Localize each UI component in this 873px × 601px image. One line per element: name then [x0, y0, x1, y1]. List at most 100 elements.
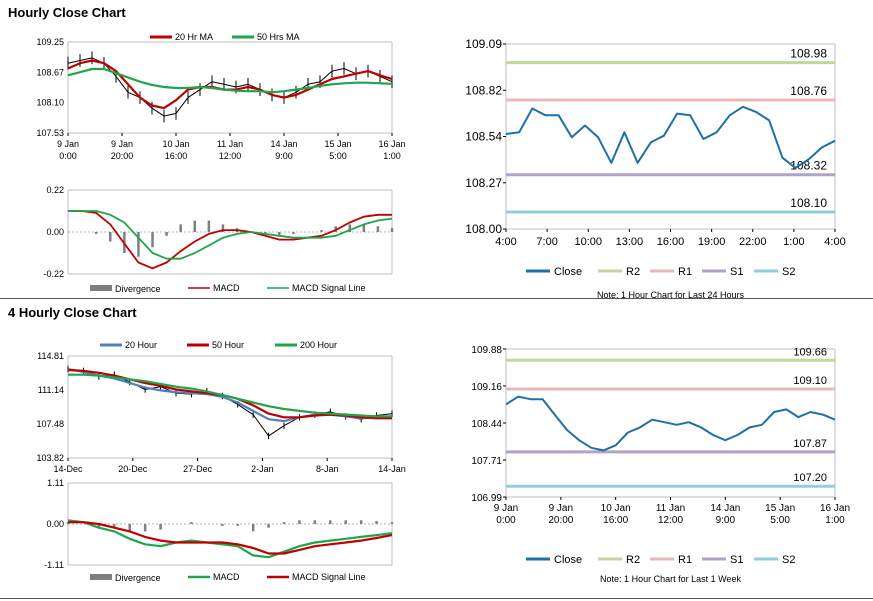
4h-price-xtick-label: 20-Dec	[118, 464, 148, 474]
week-close-xtick-label: 1:00	[825, 515, 845, 526]
hourly-macd-line	[68, 210, 392, 270]
hourly-close-ytick: 108.82	[465, 83, 502, 97]
week-close-level-s2-label: 107.20	[793, 472, 827, 484]
hourly-close-xtick-label: 10:00	[574, 236, 602, 248]
week-close-xtick-label: 16 Jan	[820, 503, 850, 514]
week-close-xtick-label: 12:00	[658, 515, 683, 526]
4h-price-xtick-label: 8-Jan	[316, 464, 339, 474]
hourly-close-ytick: 108.54	[465, 130, 502, 144]
4h-price-ytick: 111.14	[38, 385, 64, 395]
hourly-close-legend-s2-label: S2	[782, 266, 795, 278]
hourly-close-level-r2-label: 108.98	[790, 47, 827, 61]
hourly-close-xtick-label: 4:00	[495, 236, 516, 248]
hourly-macd-ytick: 0.00	[46, 227, 64, 237]
hourly-close-legend-close-label: Close	[554, 266, 582, 278]
hourly-price-xtick-label: 9:00	[275, 151, 293, 161]
4h-macd-ytick: 0.00	[46, 519, 64, 529]
4h-price-xtick-label: 2-Jan	[251, 464, 274, 474]
week-close-ytick: 109.16	[471, 382, 502, 393]
week-close-legend-s1-label: S1	[730, 554, 743, 566]
week-close-xtick-label: 16:00	[603, 515, 628, 526]
hourly-price-ytick: 108.67	[36, 67, 64, 77]
hourly-close-ytick: 108.27	[465, 176, 502, 190]
hourly-price-xtick-label: 14 Jan	[270, 139, 297, 149]
hourly-price-line	[67, 57, 393, 117]
hourly-close-ytick: 109.09	[465, 37, 502, 51]
hourly-price-xtick-label: 5:00	[329, 151, 347, 161]
week-close-xtick-label: 9:00	[716, 515, 736, 526]
hourly-price-xtick-label: 16 Jan	[378, 139, 405, 149]
hourly-price-xtick-label: 15 Jan	[324, 139, 351, 149]
week-close-ytick: 106.99	[471, 493, 502, 504]
hourly-close-close-line	[505, 105, 836, 169]
hourly-macd-ytick: -0.22	[43, 269, 64, 279]
hourly-20hr-ma-legend-label: 20 Hr MA	[175, 32, 213, 42]
hourly-macd-ytick: 0.22	[46, 185, 64, 195]
hourly-price-xtick-label: 1:00	[383, 151, 401, 161]
section-divider	[0, 298, 873, 299]
week-close-xtick-label: 9 Jan	[549, 503, 573, 514]
week-close-xtick-label: 15 Jan	[765, 503, 795, 514]
hourly-close-xtick-label: 13:00	[616, 236, 644, 248]
week-close-xtick-label: 11 Jan	[656, 503, 685, 514]
hourly-price-xtick-label: 11 Jan	[217, 139, 243, 149]
hourly-price-xtick-label: 12:00	[219, 151, 242, 161]
4h-macd-legend-label: MACD	[213, 572, 240, 582]
week-close-ytick: 109.88	[471, 345, 502, 356]
4h-divergence-legend-swatch	[90, 574, 112, 580]
week-close-ytick: 108.44	[471, 419, 502, 430]
hourly-price-ytick: 108.10	[36, 98, 64, 108]
hourly-price-xtick-label: 16:00	[165, 151, 188, 161]
hourly-price-ytick: 109.25	[36, 37, 64, 47]
hourly-close-legend-s1-label: S1	[730, 266, 743, 278]
week-close-level-r2-label: 109.66	[793, 346, 827, 358]
4h-macd-signal-line	[68, 521, 393, 555]
week-close-xtick-label: 14 Jan	[710, 503, 740, 514]
4h-macd-ytick: 1.11	[47, 478, 64, 488]
4h-20hour-legend-label: 20 Hour	[125, 340, 157, 350]
week-close-note: Note: 1 Hour Chart for Last 1 Week	[600, 574, 741, 584]
4h-divergence-legend-label: Divergence	[115, 573, 161, 583]
week-close-xtick-label: 5:00	[770, 515, 790, 526]
hourly-close-xtick-label: 1:00	[783, 236, 804, 248]
hourly-section-title: Hourly Close Chart	[8, 5, 126, 20]
hourly-macd-signal-legend-label: MACD Signal Line	[292, 283, 366, 293]
week-close-xtick-label: 9 Jan	[494, 503, 518, 514]
hourly-close-note: Note: 1 Hour Chart for Last 24 Hours	[597, 290, 745, 300]
hourly-close-xtick-label: 16:00	[657, 236, 685, 248]
hourly-price-xtick-label: 9 Jan	[57, 139, 79, 149]
4h-price-ytick: 103.82	[36, 453, 64, 463]
week-close-legend-close-label: Close	[554, 554, 582, 566]
week-close-ytick: 107.71	[471, 456, 502, 467]
4h-price-xtick-label: 14-Dec	[53, 464, 83, 474]
hourly-50hr-ma-legend-label: 50 Hrs MA	[257, 32, 300, 42]
hourly-price-xtick-label: 0:00	[59, 151, 77, 161]
hourly-close-xtick-label: 4:00	[824, 236, 845, 248]
hourly-price-ytick: 107.53	[36, 128, 64, 138]
hourly-close-level-s1-label: 108.32	[790, 159, 827, 173]
hourly-price-xtick-label: 10 Jan	[162, 139, 189, 149]
week-close-level-r1-label: 109.10	[793, 375, 827, 387]
hourly-close-xtick-label: 19:00	[698, 236, 726, 248]
4h-200hour-legend-label: 200 Hour	[300, 340, 337, 350]
hourly-close-xtick-label: 7:00	[536, 236, 557, 248]
4h-price-xtick-label: 27-Dec	[183, 464, 213, 474]
bottom-divider	[0, 598, 873, 599]
week-close-level-s1-label: 107.87	[793, 438, 827, 450]
4h-macd-line	[67, 519, 393, 559]
hourly-divergence-legend-label: Divergence	[115, 284, 161, 294]
hourly-price-xtick-label: 9 Jan	[111, 139, 133, 149]
hourly-close-xtick-label: 22:00	[739, 236, 767, 248]
hourly-50hr-ma-line	[67, 67, 393, 94]
4h-macd-ytick: -1.11	[44, 560, 64, 570]
week-close-xtick-label: 10 Jan	[601, 503, 631, 514]
week-close-xtick-label: 20:00	[548, 515, 573, 526]
week-close-legend-r2-label: R2	[626, 554, 640, 566]
hourly-price-xtick-label: 20:00	[111, 151, 134, 161]
4h-price-ytick: 114.81	[37, 351, 64, 361]
hourly-macd-signal-line	[68, 210, 393, 260]
hourly-close-ytick: 108.00	[465, 222, 502, 236]
week-close-close-line	[505, 395, 836, 452]
hourly-close-level-r1-label: 108.76	[790, 84, 827, 98]
4h-price-ytick: 107.48	[36, 419, 64, 429]
